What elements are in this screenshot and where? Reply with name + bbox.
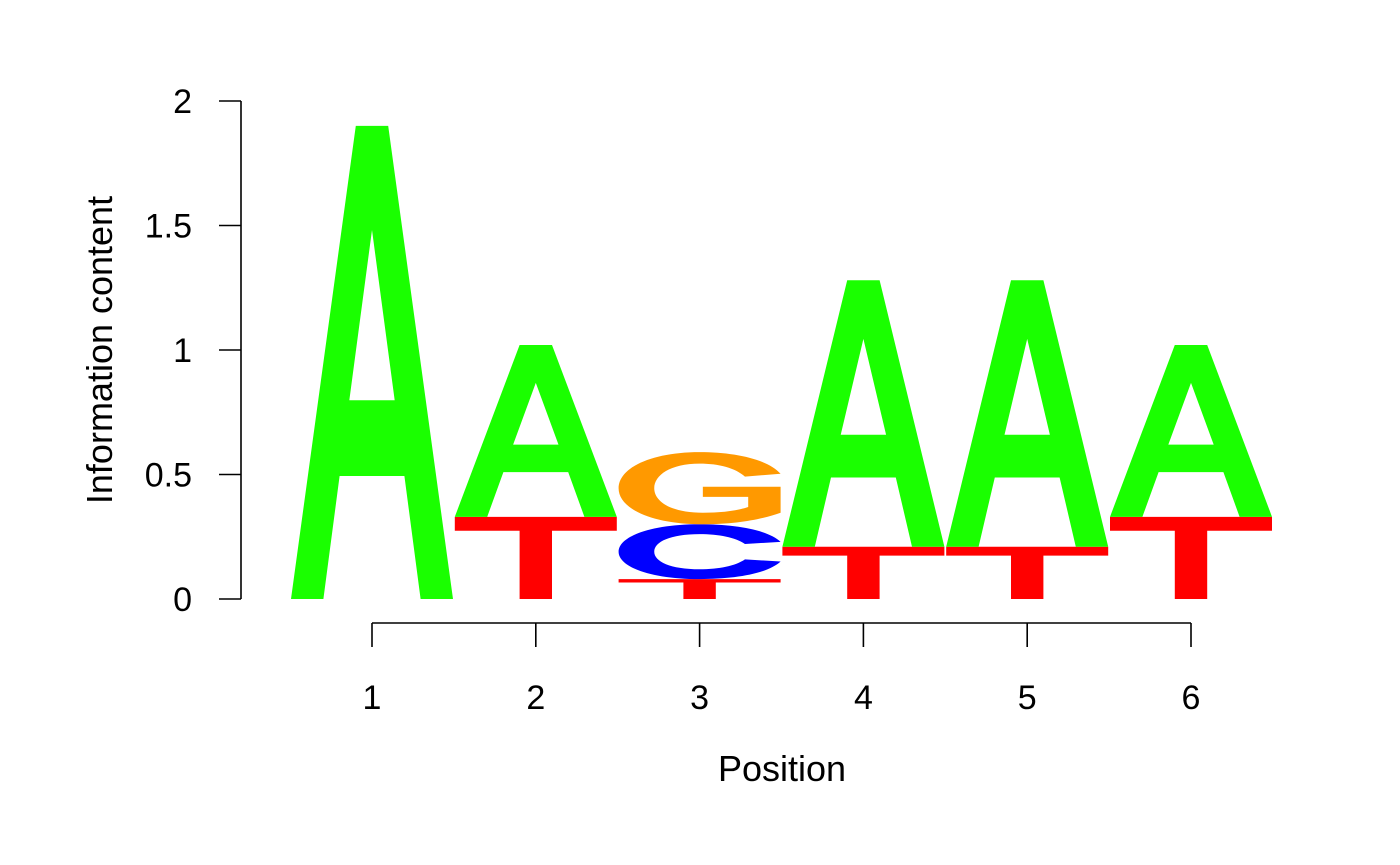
logo-letter-T xyxy=(454,516,617,599)
y-axis: 0 0.5 1 1.5 2 xyxy=(145,83,242,619)
logo-letter-A xyxy=(946,280,1109,547)
logo-letter-C xyxy=(618,524,781,580)
x-tick-label: 4 xyxy=(854,679,873,717)
logo-letter-T xyxy=(1110,516,1272,599)
y-tick-label: 2 xyxy=(173,83,192,121)
logo-letter-G xyxy=(618,452,781,525)
x-axis-title: Position xyxy=(718,748,846,789)
logo-letter-A xyxy=(454,345,617,517)
logo-letter-A xyxy=(1110,345,1272,517)
logo-letter-T xyxy=(782,546,945,599)
x-tick-label: 1 xyxy=(363,679,382,717)
y-tick-label: 1 xyxy=(173,332,192,370)
x-tick-label: 6 xyxy=(1182,679,1201,717)
x-axis: 1 2 3 4 5 6 xyxy=(363,622,1201,717)
y-tick-label: 0 xyxy=(173,581,192,619)
x-tick-label: 5 xyxy=(1018,679,1037,717)
logo-letter-T xyxy=(946,546,1109,599)
y-tick-label: 0.5 xyxy=(145,457,192,495)
x-tick-label: 2 xyxy=(526,679,545,717)
logo-letter-A xyxy=(782,280,945,547)
logo-letters xyxy=(291,125,1272,600)
logo-letter-A xyxy=(291,125,453,600)
y-tick-label: 1.5 xyxy=(145,208,192,246)
y-axis-title: Information content xyxy=(79,196,120,504)
x-tick-label: 3 xyxy=(690,679,709,717)
logo-letter-T xyxy=(618,579,781,599)
